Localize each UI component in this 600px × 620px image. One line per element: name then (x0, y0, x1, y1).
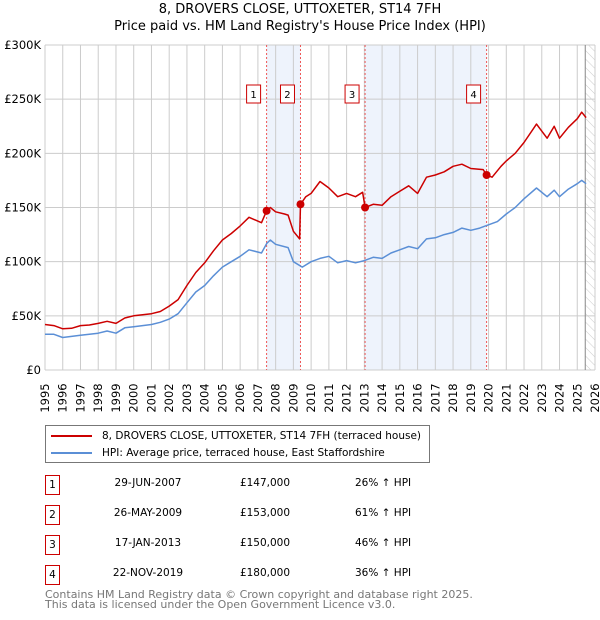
x-tick-label: 1999 (109, 383, 123, 412)
legend-item-property: 8, DROVERS CLOSE, UTTOXETER, ST14 7FH (t… (46, 428, 421, 444)
footer-line-1: Contains HM Land Registry data © Crown c… (45, 588, 473, 601)
sale-row: 3 17-JAN-2013 £150,000 46% ↑ HPI (45, 535, 545, 555)
x-tick-label: 2010 (304, 383, 318, 412)
legend-item-hpi: HPI: Average price, terraced house, East… (46, 445, 385, 461)
sale-date: 26-MAY-2009 (113, 507, 183, 519)
x-tick-label: 1997 (73, 383, 87, 412)
sale-price: £147,000 (239, 477, 291, 489)
x-tick-label: 2004 (198, 383, 212, 412)
x-tick-label: 2018 (446, 383, 460, 412)
y-tick-label: £0 (26, 363, 41, 377)
sale-hpi-diff: 26% ↑ HPI (355, 477, 412, 489)
y-tick-label: £250K (4, 92, 41, 106)
chart-subtitle: Price paid vs. HM Land Registry's House … (114, 19, 486, 34)
sale-row: 2 26-MAY-2009 £153,000 61% ↑ HPI (45, 505, 545, 525)
sale-price: £150,000 (239, 537, 291, 549)
sale-date: 29-JUN-2007 (114, 477, 182, 489)
chart-plot: 1995 1996 1997 1998 1999 2000 2001 2002 2003 2004… (4, 38, 600, 413)
series-line-property (44, 111, 587, 330)
sale-badge: 4 (45, 565, 60, 585)
x-tick-label: 2025 (570, 383, 584, 412)
x-tick-label: 1995 (38, 383, 52, 412)
legend-label-hpi: HPI: Average price, terraced house, East… (102, 447, 385, 459)
legend-label-property: 8, DROVERS CLOSE, UTTOXETER, ST14 7FH (t… (102, 430, 422, 442)
sale-date: 17-JAN-2013 (114, 537, 182, 549)
sale-point (482, 171, 491, 179)
x-tick-label: 2021 (499, 383, 513, 412)
x-tick-label: 2007 (251, 383, 265, 412)
x-tick-label: 2006 (233, 383, 247, 412)
legend-line-property (51, 435, 92, 437)
x-tick-label: 1998 (91, 383, 105, 412)
x-tick-label: 2009 (286, 383, 300, 412)
x-tick-label: 2005 (215, 383, 229, 412)
sale-hpi-diff: 46% ↑ HPI (355, 537, 412, 549)
series-line-hpi (45, 179, 587, 339)
sale-badge: 1 (45, 475, 60, 495)
sale-date: 22-NOV-2019 (112, 567, 184, 579)
sale-label-number: 3 (349, 90, 355, 101)
sale-price: £180,000 (239, 567, 291, 579)
x-tick-label: 2003 (180, 383, 194, 412)
y-tick-label: £200K (4, 146, 41, 160)
y-tick-label: £300K (4, 38, 41, 52)
sale-label-box (246, 84, 262, 104)
y-tick-label: £100K (4, 255, 41, 269)
x-tick-label: 2024 (553, 383, 567, 412)
sale-point (296, 200, 305, 209)
legend-line-hpi (51, 452, 92, 454)
sale-badge: 3 (45, 535, 60, 555)
sale-label-box (466, 84, 482, 104)
sale-label-box (344, 84, 360, 104)
x-tick-label: 2000 (127, 383, 141, 412)
x-tick-label: 2026 (588, 383, 600, 412)
sale-label-box (279, 84, 295, 104)
x-tick-label: 2008 (269, 383, 283, 412)
sale-row: 4 22-NOV-2019 £180,000 36% ↑ HPI (45, 565, 545, 585)
x-tick-label: 2015 (393, 383, 407, 412)
x-tick-label: 2002 (162, 383, 176, 412)
sale-label-number: 4 (470, 90, 476, 101)
x-tick-label: 2001 (144, 383, 158, 412)
y-tick-label: £150K (4, 201, 41, 215)
sale-hpi-diff: 61% ↑ HPI (355, 507, 412, 519)
x-tick-label: 2023 (535, 383, 549, 412)
x-tick-label: 2020 (482, 383, 496, 412)
footer-attribution: Contains HM Land Registry data © Crown c… (45, 588, 473, 611)
sale-point (361, 203, 370, 212)
footer-line-2: This data is licensed under the Open Gov… (45, 598, 396, 611)
x-tick-label: 1996 (56, 383, 70, 412)
sale-label-number: 1 (250, 90, 256, 101)
x-tick-label: 2019 (464, 383, 478, 412)
legend: 8, DROVERS CLOSE, UTTOXETER, ST14 7FH (t… (45, 425, 430, 463)
sale-badge: 2 (45, 505, 60, 525)
sale-price: £153,000 (239, 507, 291, 519)
x-tick-label: 2022 (517, 383, 531, 412)
sale-row: 1 29-JUN-2007 £147,000 26% ↑ HPI (45, 475, 545, 495)
x-tick-label: 2012 (340, 383, 354, 412)
sale-hpi-diff: 36% ↑ HPI (355, 567, 412, 579)
sale-label-number: 2 (284, 90, 290, 101)
y-tick-label: £50K (12, 309, 42, 323)
x-tick-label: 2011 (322, 383, 336, 412)
x-tick-label: 2017 (428, 383, 442, 412)
sale-point (262, 206, 271, 215)
x-tick-label: 2014 (375, 383, 389, 412)
chart-title: 8, DROVERS CLOSE, UTTOXETER, ST14 7FH (158, 2, 442, 17)
x-tick-label: 2013 (357, 383, 371, 412)
x-tick-label: 2016 (411, 383, 425, 412)
